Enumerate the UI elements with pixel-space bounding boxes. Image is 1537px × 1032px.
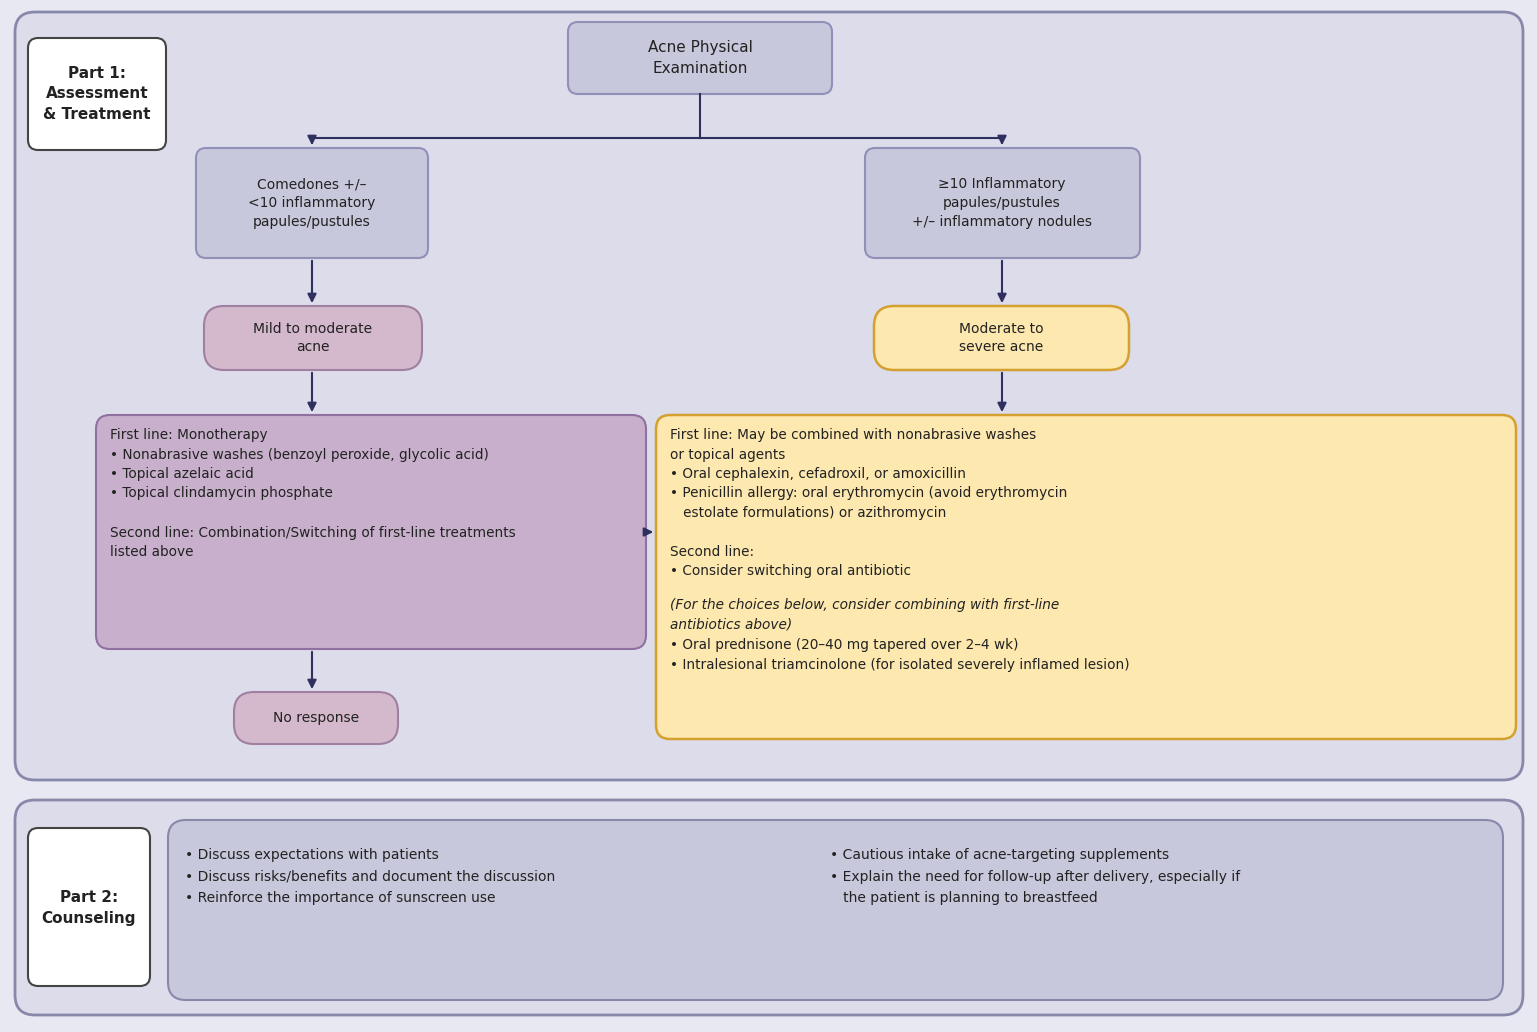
FancyBboxPatch shape [204,307,423,370]
FancyBboxPatch shape [168,820,1503,1000]
FancyBboxPatch shape [865,148,1140,258]
Text: • Cautious intake of acne-targeting supplements
• Explain the need for follow-up: • Cautious intake of acne-targeting supp… [830,848,1240,905]
Text: Moderate to
severe acne: Moderate to severe acne [959,322,1044,354]
Text: First line: Monotherapy
• Nonabrasive washes (benzoyl peroxide, glycolic acid)
•: First line: Monotherapy • Nonabrasive wa… [111,428,516,559]
Text: Part 2:
Counseling: Part 2: Counseling [41,891,137,926]
Text: • Discuss expectations with patients
• Discuss risks/benefits and document the d: • Discuss expectations with patients • D… [184,848,555,905]
FancyBboxPatch shape [875,307,1130,370]
Text: ≥10 Inflammatory
papules/pustules
+/– inflammatory nodules: ≥10 Inflammatory papules/pustules +/– in… [911,178,1091,229]
FancyBboxPatch shape [28,828,151,986]
FancyBboxPatch shape [15,12,1523,780]
Text: • Oral prednisone (20–40 mg tapered over 2–4 wk)
• Intralesional triamcinolone (: • Oral prednisone (20–40 mg tapered over… [670,638,1130,672]
FancyBboxPatch shape [95,415,646,649]
FancyBboxPatch shape [234,692,398,744]
FancyBboxPatch shape [28,38,166,150]
Text: No response: No response [274,711,360,725]
Text: Comedones +/–
<10 inflammatory
papules/pustules: Comedones +/– <10 inflammatory papules/p… [249,178,375,229]
FancyBboxPatch shape [656,415,1515,739]
FancyBboxPatch shape [15,800,1523,1015]
FancyBboxPatch shape [569,22,832,94]
Text: Acne Physical
Examination: Acne Physical Examination [647,40,753,75]
Text: First line: May be combined with nonabrasive washes
or topical agents
• Oral cep: First line: May be combined with nonabra… [670,428,1067,579]
Text: Part 1:
Assessment
& Treatment: Part 1: Assessment & Treatment [43,66,151,122]
Text: Mild to moderate
acne: Mild to moderate acne [254,322,372,354]
FancyBboxPatch shape [197,148,427,258]
Text: (For the choices below, consider combining with first-line
antibiotics above): (For the choices below, consider combini… [670,598,1059,632]
